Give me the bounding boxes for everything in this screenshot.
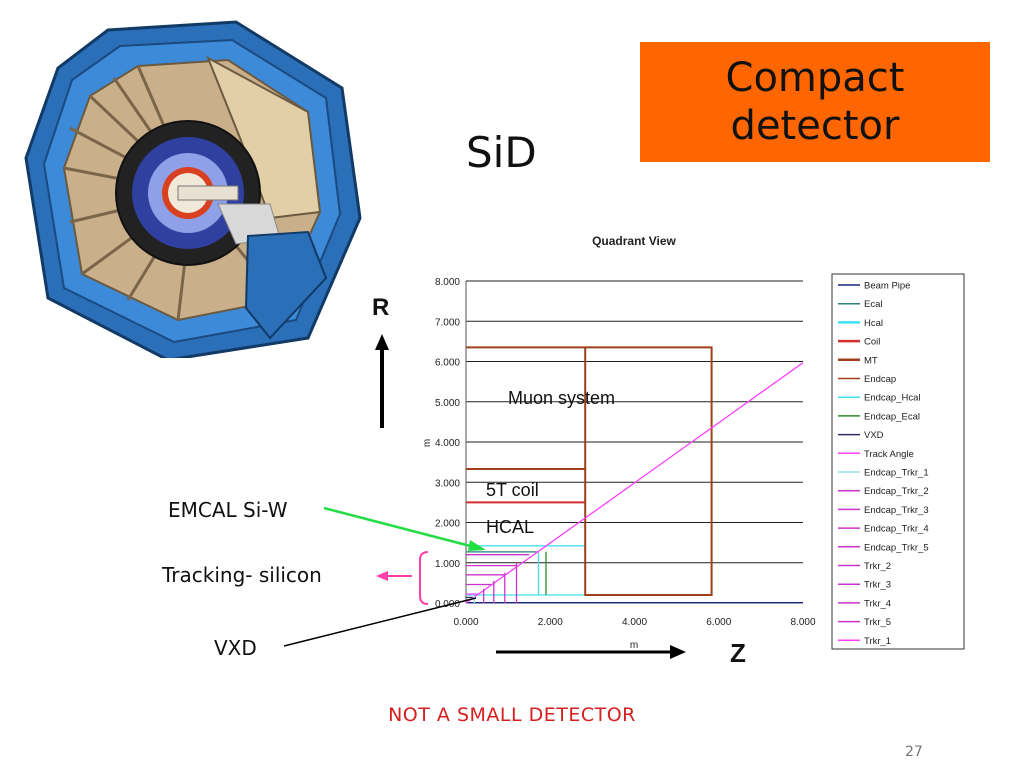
series-line-hcal: [466, 545, 586, 596]
y-tick-label: 1.000: [435, 559, 460, 570]
x-axis-label: m: [630, 640, 638, 651]
banner-line-2: detector: [730, 103, 900, 149]
y-axis-label: m: [422, 439, 433, 447]
y-tick-label: 2.000: [435, 519, 460, 530]
tracking-bracket: [419, 551, 429, 605]
r-axis-letter: R: [372, 294, 389, 321]
x-tick-label: 8.000: [790, 617, 815, 628]
legend-entry: Endcap_Trkr_3: [864, 505, 929, 516]
legend-entry: Endcap_Trkr_4: [864, 524, 929, 535]
legend-entry: Endcap_Trkr_1: [864, 468, 929, 479]
legend-entry: Endcap_Trkr_5: [864, 542, 929, 553]
annotation-muon-system: Muon system: [508, 388, 615, 408]
legend-entry: Endcap_Hcal: [864, 393, 921, 404]
tracking-arrowhead: [376, 571, 388, 581]
x-tick-label: 2.000: [538, 617, 563, 628]
chart-series: [465, 346, 804, 604]
legend-entry: MT: [864, 355, 878, 366]
tracking-callout: Tracking- silicon: [162, 563, 322, 587]
vxd-callout: VXD: [214, 636, 257, 660]
legend-entry: Trkr_2: [864, 561, 891, 572]
footer-note: NOT A SMALL DETECTOR: [388, 704, 636, 726]
legend-entry: Endcap_Ecal: [864, 411, 920, 422]
emcal-pointer: [323, 506, 479, 550]
legend-entry: Hcal: [864, 318, 883, 329]
banner-line-1: Compact: [725, 55, 905, 101]
y-tick-label: 4.000: [435, 438, 460, 449]
legend-entry: Trkr_3: [864, 580, 891, 591]
series-line-track-angle: [465, 362, 804, 604]
title-banner: Compact detector: [640, 42, 990, 162]
legend-entry: Coil: [864, 337, 880, 348]
legend-entry: Trkr_1: [864, 636, 891, 647]
annotation-hcal: HCAL: [486, 517, 534, 537]
legend-frame: [831, 273, 965, 650]
legend-entry: VXD: [864, 430, 884, 441]
y-tick-label: 3.000: [435, 478, 460, 489]
annotation-coil: 5T coil: [486, 480, 539, 500]
chart-legend: Beam Pipe Ecal Hcal Coil MT Endcap Endcap_Hcal…: [838, 281, 929, 647]
emcal-arrowhead: [468, 540, 486, 551]
x-tick-label: 6.000: [706, 617, 731, 628]
legend-entry: Ecal: [864, 299, 882, 310]
legend-entry: Trkr_5: [864, 617, 891, 628]
vxd-pointer: [283, 597, 477, 647]
z-axis-letter: Z: [730, 638, 746, 668]
y-tick-label: 8.000: [435, 277, 460, 288]
emcal-callout: EMCAL Si-W: [168, 498, 288, 522]
legend-entry: Endcap: [864, 374, 896, 385]
chart-title: Quadrant View: [592, 234, 676, 248]
detector-illustration: [24, 20, 362, 358]
y-tick-label: 6.000: [435, 358, 460, 369]
y-tick-label: 5.000: [435, 398, 460, 409]
x-tick-label: 0.000: [453, 617, 478, 628]
legend-entry: Trkr_4: [864, 598, 891, 609]
slide-heading: SiD: [466, 128, 537, 177]
legend-entry: Track Angle: [864, 449, 914, 460]
legend-entry: Beam Pipe: [864, 281, 910, 292]
legend-entry: Endcap_Trkr_2: [864, 486, 929, 497]
x-tick-label: 4.000: [622, 617, 647, 628]
r-axis-arrowhead: [375, 334, 389, 350]
z-axis-arrowhead: [670, 645, 686, 659]
y-tick-label: 7.000: [435, 317, 460, 328]
slide-number: 27: [905, 744, 923, 760]
series-line-endcap: [466, 346, 713, 596]
